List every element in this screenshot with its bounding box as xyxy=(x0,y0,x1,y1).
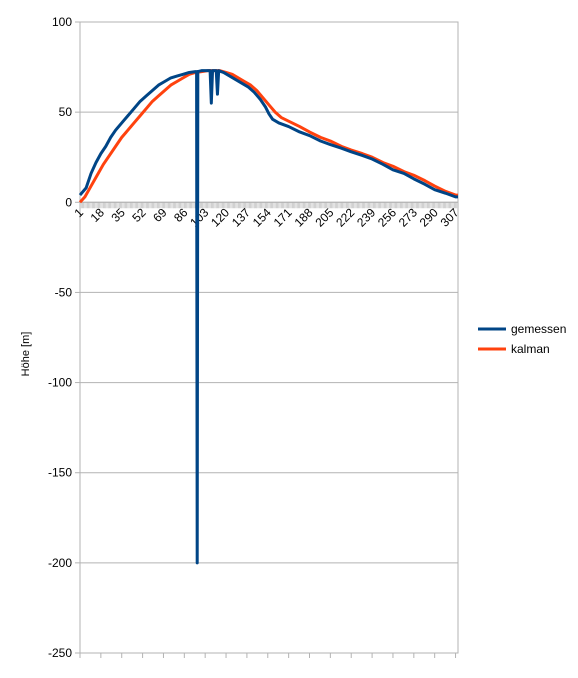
y-tick-label: -150 xyxy=(48,466,72,480)
series-line-kalman xyxy=(78,69,458,204)
y-tick-label: 100 xyxy=(52,15,72,29)
legend-label-kalman: kalman xyxy=(511,342,550,356)
y-tick-label: 0 xyxy=(65,195,72,209)
series-group xyxy=(78,69,458,565)
legend: gemessen kalman xyxy=(478,322,566,356)
y-tick-label: -250 xyxy=(48,646,72,660)
y-tick-label: 50 xyxy=(59,105,73,119)
y-tick-label: -50 xyxy=(55,285,73,299)
y-tick-label: -200 xyxy=(48,556,72,570)
y-tick-label: -100 xyxy=(48,376,72,390)
series-line-gemessen xyxy=(78,69,458,565)
y-axis: 100 50 0 -50 -100 -150 -200 -250 xyxy=(48,15,80,660)
y-axis-title: Höhe [m] xyxy=(20,332,32,377)
plot-area xyxy=(79,21,459,654)
legend-label-gemessen: gemessen xyxy=(511,322,566,336)
